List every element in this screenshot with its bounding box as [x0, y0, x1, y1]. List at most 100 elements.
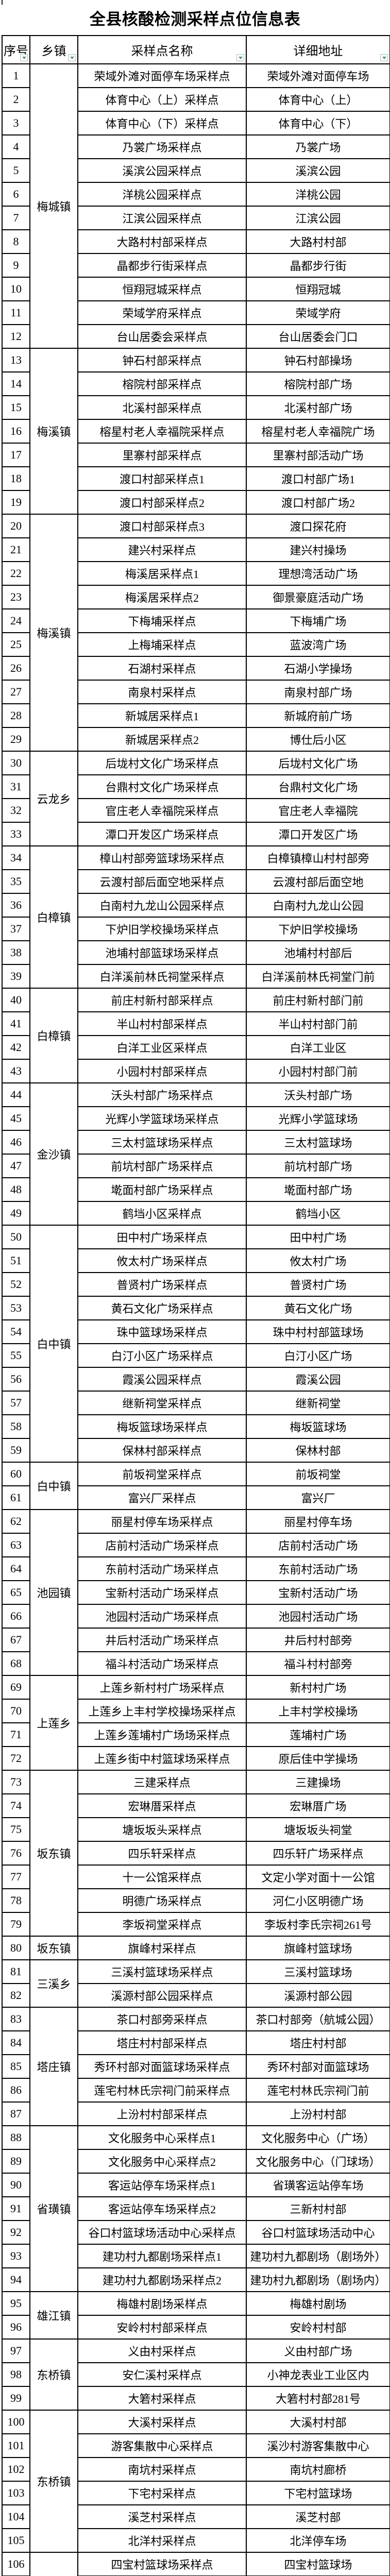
table-row: 14 榕院村部采样点 榕院村部广场 — [2, 371, 390, 396]
table-row: 81 三溪乡 三溪村篮球场采样点 三溪村篮球场 — [2, 1959, 390, 2008]
site-name-cell: 茶口村部旁采样点 — [77, 2007, 247, 2031]
table-row: 86 莲宅村林氏宗祠门前采样点 莲宅村林氏宗祠门前 — [2, 2078, 390, 2103]
address-cell: 田中村广场 — [246, 1225, 390, 1249]
township-cell: 省璜镇 — [29, 2125, 78, 2292]
row-number-cell: 100 — [2, 2410, 30, 2434]
table-row: 6 洋桃公园采样点 洋桃公园 — [2, 182, 390, 207]
table-row: 44 金沙镇 沃头村部广场采样点 沃头村部广场 — [2, 1082, 390, 1226]
row-number-cell: 102 — [2, 2457, 30, 2482]
township-cell: 金沙镇 — [29, 1082, 78, 1226]
row-number-cell: 39 — [2, 964, 30, 989]
site-name-cell: 珠中篮球场采样点 — [77, 1319, 247, 1344]
table-row: 101 游客集散中心采样点 溪沙村游客集散中心 — [2, 2433, 390, 2458]
row-number-cell: 48 — [2, 1177, 30, 1202]
row-number-cell: 43 — [2, 1059, 30, 1083]
address-cell: 福斗村村部旁 — [246, 1651, 390, 1676]
table-row: 49 鹤垱小区采样点 鹤垱小区 — [2, 1201, 390, 1226]
site-name-cell: 恒翔冠城采样点 — [77, 277, 247, 301]
site-name-cell: 潭口开发区广场采样点 — [77, 822, 247, 846]
table-row: 105 北洋村采样点 北洋停车场 — [2, 2528, 390, 2553]
address-cell: 三太村篮球场 — [246, 1130, 390, 1155]
row-number-cell: 103 — [2, 2481, 30, 2505]
table-row: 54 珠中篮球场采样点 珠中村村部篮球场 — [2, 1319, 390, 1344]
filter-dropdown-button[interactable] — [20, 54, 28, 61]
row-number-cell: 70 — [2, 1699, 30, 1723]
site-name-cell: 黄石文化广场采样点 — [77, 1296, 247, 1320]
address-cell: 池园村活动广场 — [246, 1604, 390, 1629]
address-cell: 荣域外滩对面停车场 — [246, 63, 390, 88]
row-number-cell: 83 — [2, 2007, 30, 2031]
address-cell: 井后村村部旁 — [246, 1628, 390, 1652]
address-cell: 茶口村部旁（航城公园） — [246, 2007, 390, 2031]
row-number-cell: 8 — [2, 229, 30, 254]
address-cell: 溪芝村部 — [246, 2504, 390, 2529]
row-number-cell: 27 — [2, 680, 30, 704]
address-cell: 御景豪庭活动广场 — [246, 585, 390, 609]
table-row: 53 黄石文化广场采样点 黄石文化广场 — [2, 1296, 390, 1320]
site-name-cell: 宝新村活动广场采样点 — [77, 1580, 247, 1605]
table-row: 56 霞溪公园采样点 霞溪公园 — [2, 1367, 390, 1392]
row-number-cell: 28 — [2, 703, 30, 728]
address-cell: 北洋停车场 — [246, 2528, 390, 2553]
address-cell: 溪沙村游客集散中心 — [246, 2433, 390, 2458]
table-row: 62 池园镇 丽星村停车场采样点 丽星村停车场 — [2, 1509, 390, 1676]
site-name-cell: 文化服务中心采样点2 — [77, 2149, 247, 2174]
site-name-cell: 下梅埔采样点 — [77, 608, 247, 633]
site-name-cell: 攸太村广场采样点 — [77, 1248, 247, 1273]
row-number-cell: 22 — [2, 561, 30, 586]
row-number-cell: 10 — [2, 277, 30, 301]
site-name-cell: 店前村活动广场采样点 — [77, 1533, 247, 1557]
table-row: 106桔林乡四宝村篮球场采样点四宝村篮球场 — [2, 2552, 390, 2576]
table-row: 70 上莲乡上丰村学校操场采样点 上丰村学校操场 — [2, 1699, 390, 1723]
site-name-cell: 渡口村部采样点3 — [77, 514, 247, 538]
triangle-down-icon — [22, 56, 26, 59]
address-cell: 墘面村部广场 — [246, 1177, 390, 1202]
address-cell: 河仁小区明德广场 — [246, 1888, 390, 1913]
row-number-cell: 37 — [2, 917, 30, 941]
address-cell: 小神龙表业工业区内 — [246, 2362, 390, 2387]
row-number-cell: 61 — [2, 1485, 30, 1510]
table-row: 79 李坂祠堂采样点 李坂村李氏宗祠261号 — [2, 1912, 390, 1937]
site-name-cell: 谷口村篮球场活动中心采样点 — [77, 2220, 247, 2245]
row-number-cell: 95 — [2, 2291, 30, 2316]
address-cell: 云渡村部后面空地 — [246, 869, 390, 894]
row-number-cell: 9 — [2, 253, 30, 278]
site-name-cell: 后垅村文化广场采样点 — [77, 751, 247, 775]
filter-dropdown-button[interactable] — [380, 54, 388, 61]
row-number-cell: 17 — [2, 443, 30, 467]
filter-dropdown-button[interactable] — [68, 54, 76, 61]
table-row: 48 墘面村部广场采样点 墘面村部广场 — [2, 1177, 390, 1202]
address-cell: 建功村九都剧场（剧场内） — [246, 2267, 390, 2292]
address-cell: 体育中心（下） — [246, 111, 390, 135]
table-row: 40 白樟镇 前庄村新村部采样点 前庄村新村部门前 — [2, 988, 390, 1083]
site-name-cell: 保林村部采样点 — [77, 1438, 247, 1463]
row-number-cell: 20 — [2, 514, 30, 538]
header-label-site-name: 采样点名称 — [131, 45, 193, 58]
row-number-cell: 47 — [2, 1154, 30, 1178]
filter-dropdown-button[interactable] — [236, 54, 244, 61]
address-cell: 石湖小学操场 — [246, 656, 390, 681]
table-row: 31 台鼎村文化广场采样点 台鼎村文化广场 — [2, 774, 390, 799]
row-number-cell: 4 — [2, 134, 30, 159]
address-cell: 保林村部 — [246, 1438, 390, 1463]
site-name-cell: 榕星村老人幸福院采样点 — [77, 419, 247, 444]
address-cell: 潭口开发区广场 — [246, 822, 390, 846]
site-name-cell: 前坂祠堂采样点 — [77, 1462, 247, 1486]
address-cell: 荣域学府 — [246, 300, 390, 325]
row-number-cell: 96 — [2, 2315, 30, 2340]
address-cell: 台鼎村文化广场 — [246, 774, 390, 799]
header-cell-township: 乡镇 — [29, 35, 78, 64]
row-number-cell: 75 — [2, 1817, 30, 1842]
table-row: 30 云龙乡 后垅村文化广场采样点 后垅村文化广场 — [2, 751, 390, 846]
table-row: 82 溪源村部公园采样点 溪源村部公园 — [2, 1983, 390, 2008]
table-row: 95 雄江镇 梅雄村剧场采样点 梅雄村剧场 — [2, 2291, 390, 2340]
row-number-cell: 3 — [2, 111, 30, 135]
address-cell: 四乐轩广场采样点 — [246, 1841, 390, 1866]
address-cell: 半山村村部门前 — [246, 1011, 390, 1036]
address-cell: 安岭村村部 — [246, 2315, 390, 2340]
site-name-cell: 建功村九都剧场采样点2 — [77, 2267, 247, 2292]
site-name-cell: 江滨公园采样点 — [77, 206, 247, 230]
address-cell: 白南村九龙山公园 — [246, 893, 390, 918]
site-name-cell: 旗峰村采样点 — [77, 1936, 247, 1960]
site-name-cell: 溪滨公园采样点 — [77, 158, 247, 183]
